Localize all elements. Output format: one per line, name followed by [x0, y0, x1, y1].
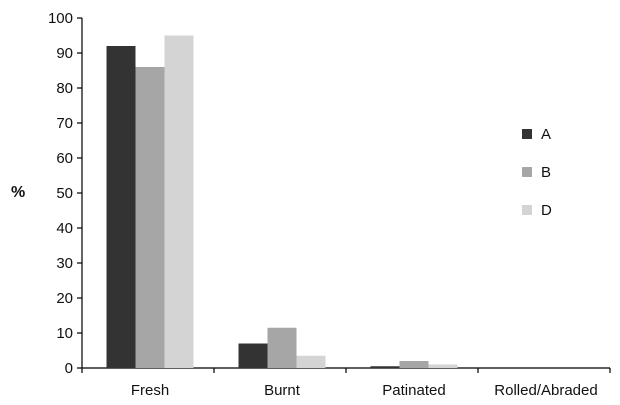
x-category-label: Burnt — [264, 382, 301, 399]
bar-b-patinated — [399, 361, 429, 368]
bar-a-fresh — [106, 46, 136, 368]
bar-d-burnt — [296, 355, 326, 368]
x-category-label: Rolled/Abraded — [494, 382, 597, 399]
y-tick-label: 90 — [56, 45, 73, 62]
y-tick-label: 60 — [56, 150, 73, 167]
y-tick-label: 100 — [48, 10, 73, 27]
legend-swatch-b — [522, 167, 532, 177]
bar-d-patinated — [428, 364, 458, 368]
y-tick-label: 20 — [56, 290, 73, 307]
legend-label-a: A — [541, 126, 551, 143]
y-tick-label: 30 — [56, 255, 73, 272]
legend-swatch-d — [522, 205, 532, 215]
y-axis-label: % — [11, 184, 25, 201]
bar-d-fresh — [164, 35, 194, 368]
legend-label-b: B — [541, 164, 551, 181]
y-tick-label: 40 — [56, 220, 73, 237]
legend-label-d: D — [541, 202, 552, 219]
y-tick-label: 80 — [56, 80, 73, 97]
bar-b-fresh — [135, 67, 165, 368]
x-category-label: Patinated — [382, 382, 445, 399]
plot-area: 0 10 20 30 40 50 60 70 80 90 100 Fresh Burnt Patinate… — [48, 10, 611, 399]
legend-swatch-a — [522, 129, 532, 139]
bar-b-burnt — [267, 327, 297, 368]
y-tick-label: 10 — [56, 325, 73, 342]
legend: A B D — [522, 126, 552, 219]
y-tick-label: 70 — [56, 115, 73, 132]
x-category-label: Fresh — [131, 382, 169, 399]
y-tick-label: 50 — [56, 185, 73, 202]
bar-a-patinated — [370, 366, 400, 368]
bar-a-burnt — [238, 343, 268, 368]
y-tick-label: 0 — [65, 360, 73, 377]
